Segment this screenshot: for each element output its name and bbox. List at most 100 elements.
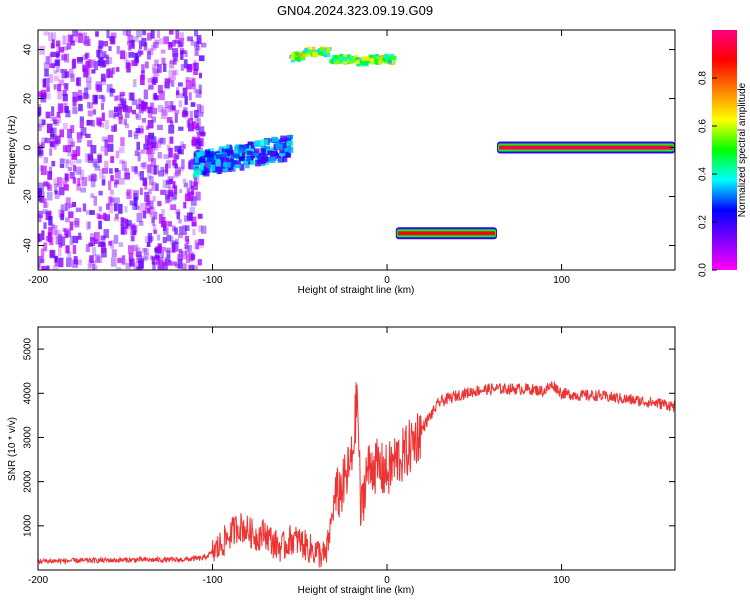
spectrogram-cell xyxy=(209,164,216,172)
spectrogram-frame xyxy=(37,29,676,271)
spectrogram-cell xyxy=(70,125,75,133)
spectrogram-cell xyxy=(194,30,199,37)
spectrogram-cell xyxy=(133,131,139,136)
spectrogram-cell xyxy=(179,32,184,41)
spectrogram-cell xyxy=(163,36,169,45)
spectrogram-cell xyxy=(96,256,103,264)
spectrogram-cell xyxy=(201,170,207,176)
spectrogram-cell xyxy=(104,160,109,169)
spectrogram-cell xyxy=(270,151,275,157)
spectrogram-cell xyxy=(87,110,93,117)
spectrogram-cell xyxy=(198,112,204,117)
spectrogram-cell xyxy=(167,259,172,266)
spectrogram-cell xyxy=(88,259,92,268)
spectrogram-cell xyxy=(127,35,134,43)
spectrogram-cell xyxy=(87,38,91,47)
spectrogram-cell xyxy=(272,137,279,143)
spectrogram-cell xyxy=(47,171,53,180)
spectrogram-cell xyxy=(108,240,112,246)
spectrogram-cell xyxy=(126,220,132,227)
spectrogram-cell xyxy=(38,234,41,243)
spectrogram-cell xyxy=(73,165,77,172)
spectrogram-cell xyxy=(52,119,58,125)
spectrogram-cell xyxy=(159,257,163,266)
spectrogram-cell xyxy=(131,99,138,106)
snr-frame xyxy=(37,326,676,571)
spectrogram-cell xyxy=(221,148,229,154)
spectrogram-cell xyxy=(38,150,44,156)
spectrogram-cell xyxy=(280,135,288,143)
spectrogram-line-core xyxy=(397,231,495,236)
spectrogram-cell xyxy=(133,134,139,140)
spectrogram-cell xyxy=(190,39,195,46)
spectrogram-cell xyxy=(122,255,126,261)
colorbar-tick-label: 0.4 xyxy=(698,167,709,181)
spectrogram-cell xyxy=(168,124,175,134)
spectrogram-cell xyxy=(65,145,72,153)
spectrogram-cell xyxy=(54,135,61,144)
spectrogram-cell xyxy=(52,136,59,145)
spectrogram-cell xyxy=(86,119,93,126)
spectrogram-cell xyxy=(120,217,125,226)
spectrogram-cell xyxy=(192,229,196,236)
spectrogram-cell xyxy=(199,131,206,137)
spectrogram-cell xyxy=(267,150,273,156)
spectrogram-cell xyxy=(304,48,309,53)
spectrogram-cell xyxy=(374,60,379,65)
spectrogram-cell xyxy=(70,73,75,82)
spectrogram-cell xyxy=(193,169,201,176)
spectrogram-cell xyxy=(62,122,68,130)
spectrogram-cell xyxy=(161,216,166,227)
snr-x-tick-label: -200 xyxy=(28,575,48,586)
spectrogram-cell xyxy=(178,226,183,235)
spectrogram-cell xyxy=(181,263,187,270)
spectrogram-cell xyxy=(41,230,45,241)
spectrogram-cell xyxy=(110,156,115,163)
spectrogram-cell xyxy=(65,217,70,223)
spectrogram-cell xyxy=(117,257,122,264)
spectrogram-cell xyxy=(200,225,207,234)
spectrogram-cell xyxy=(90,233,96,241)
spectrogram-cell xyxy=(185,80,192,90)
spectrogram-cell xyxy=(182,178,187,184)
spectrogram-cell xyxy=(69,68,74,78)
spectrogram-cell xyxy=(92,264,98,270)
spectrogram-cell xyxy=(43,242,48,252)
spectrogram-cell xyxy=(151,216,155,226)
spectrogram-cell xyxy=(112,114,117,120)
spectrogram-cell xyxy=(153,211,158,220)
spectrogram-cell xyxy=(164,78,171,83)
spectrogram-cell xyxy=(108,46,112,51)
spectrogram-cell xyxy=(151,181,157,191)
spectrogram-cell xyxy=(79,169,85,180)
spectrogram-cell xyxy=(268,138,273,143)
spectrogram-cell xyxy=(147,84,153,91)
spectrogram-cell xyxy=(51,62,56,69)
spectrogram-cell xyxy=(91,174,98,181)
spectrogram-cell xyxy=(157,200,162,207)
spectrogram-cell xyxy=(121,226,128,235)
spectrogram-y-tick-label: 20 xyxy=(23,93,34,105)
spectrogram-cell xyxy=(56,67,60,73)
spectrogram-cell xyxy=(161,209,165,218)
spectrogram-cell xyxy=(168,41,173,48)
spectrogram-cell xyxy=(49,142,54,148)
spectrogram-cell xyxy=(113,106,118,113)
spectrogram-cell xyxy=(196,34,202,45)
spectrogram-cell xyxy=(346,54,351,59)
spectrogram-cell xyxy=(141,256,148,262)
spectrogram-cell xyxy=(187,161,192,169)
spectrogram-cell xyxy=(309,50,314,55)
spectrogram-cell xyxy=(120,224,125,235)
spectrogram-cell xyxy=(356,62,361,67)
snr-y-tick-label: 4000 xyxy=(23,382,34,405)
spectrogram-cell xyxy=(183,182,189,188)
spectrogram-cell xyxy=(206,156,213,162)
spectrogram-cell xyxy=(193,182,198,191)
spectrogram-cell xyxy=(89,255,94,263)
spectrogram-cell xyxy=(91,119,96,127)
spectrogram-cell xyxy=(43,202,49,208)
spectrogram-cell xyxy=(55,58,61,68)
spectrogram-cell xyxy=(38,91,43,98)
spectrogram-cell xyxy=(181,111,185,118)
